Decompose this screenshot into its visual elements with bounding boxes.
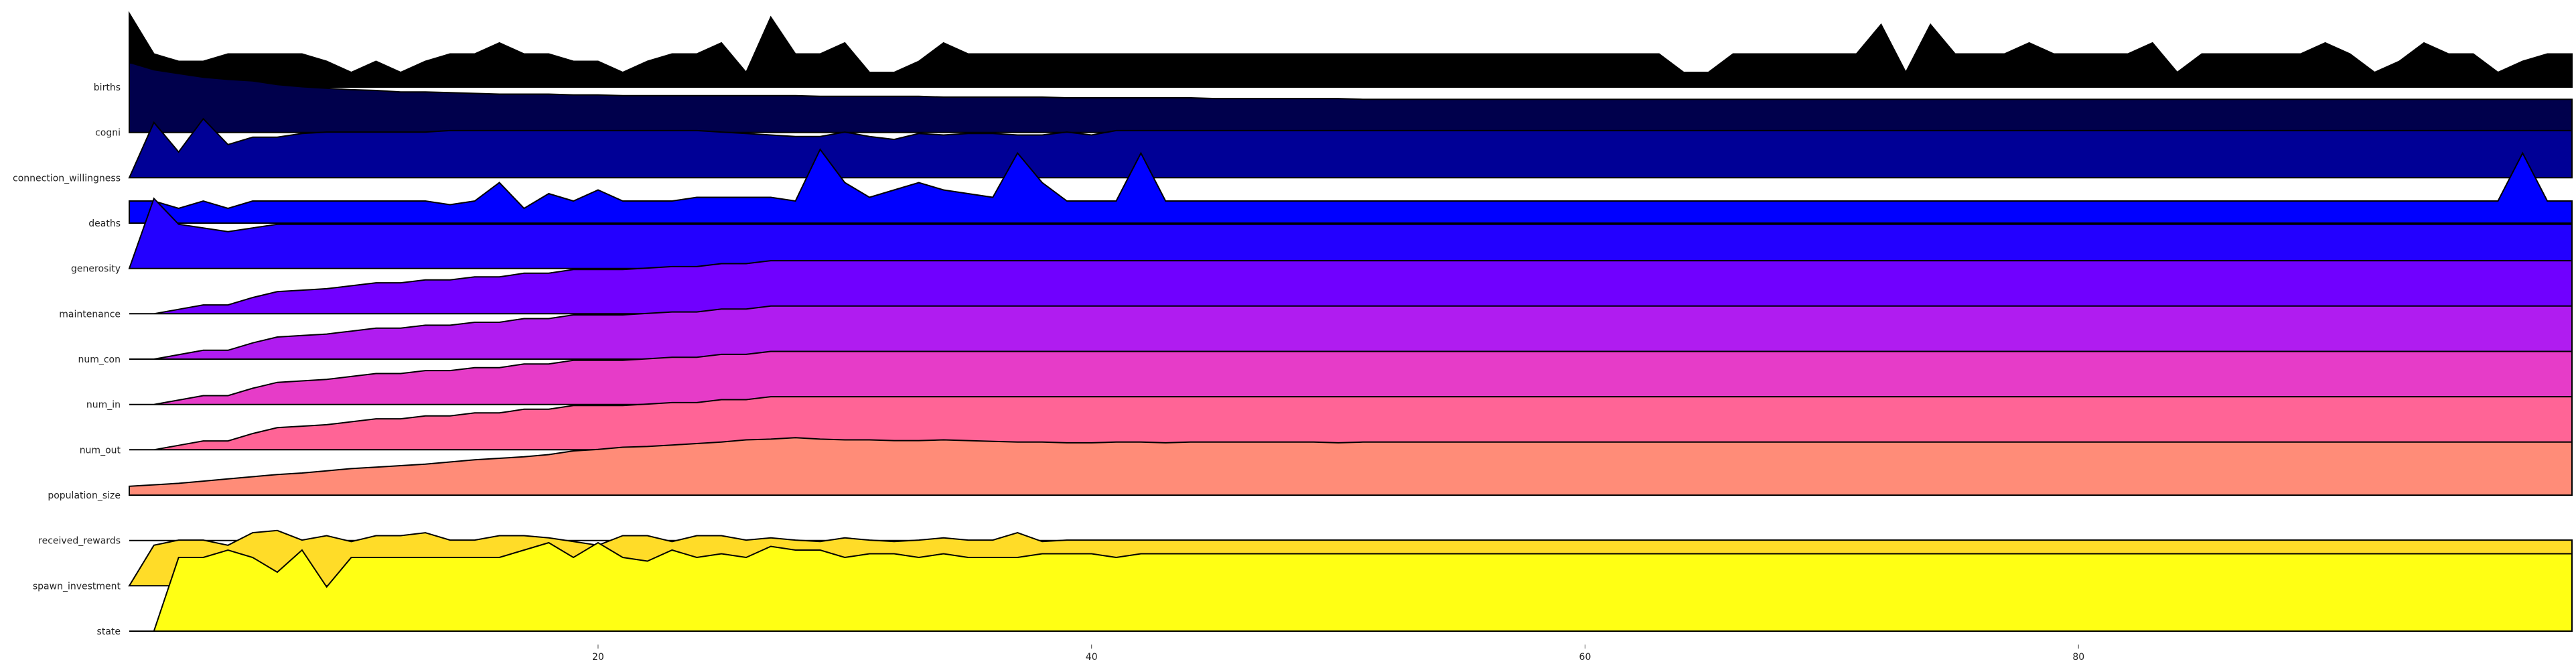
row-label-spawn-investment: spawn_investment [33,581,121,592]
row-label-state: state [97,626,121,637]
x-tick-label-40: 40 [1086,652,1098,663]
row-label-cogni: cogni [95,128,121,139]
ridges-group [128,11,2573,632]
row-label-num-in: num_in [86,400,121,411]
x-tick-label-20: 20 [592,652,604,663]
x-tick-label-60: 60 [1579,652,1591,663]
ridge-num-out [129,396,2573,451]
ridge-generosity [128,197,2573,269]
ridge-state [129,541,2573,632]
ridge-num-in [129,350,2573,405]
x-axis: 20 40 60 80 [592,645,2084,663]
row-label-deaths: deaths [88,218,121,229]
row-label-num-con: num_con [78,354,121,365]
ridge-connection-willingness [128,117,2573,179]
row-label-population-size: population_size [48,490,121,501]
row-label-connection-willingness: connection_willingness [13,173,121,184]
ridge-deaths [129,148,2573,224]
ridge-maintenance [129,260,2573,315]
ridge-population-size [129,437,2573,496]
row-label-received-rewards: received_rewards [38,536,121,547]
row-label-maintenance: maintenance [59,309,121,320]
row-label-births: births [94,82,121,93]
ridge-num-con [129,305,2573,360]
row-label-generosity: generosity [71,264,121,275]
ridge-cogni [129,61,2573,133]
x-tick-label-80: 80 [2072,652,2084,663]
ridge-births [129,11,2573,88]
row-label-num-out: num_out [80,445,121,456]
